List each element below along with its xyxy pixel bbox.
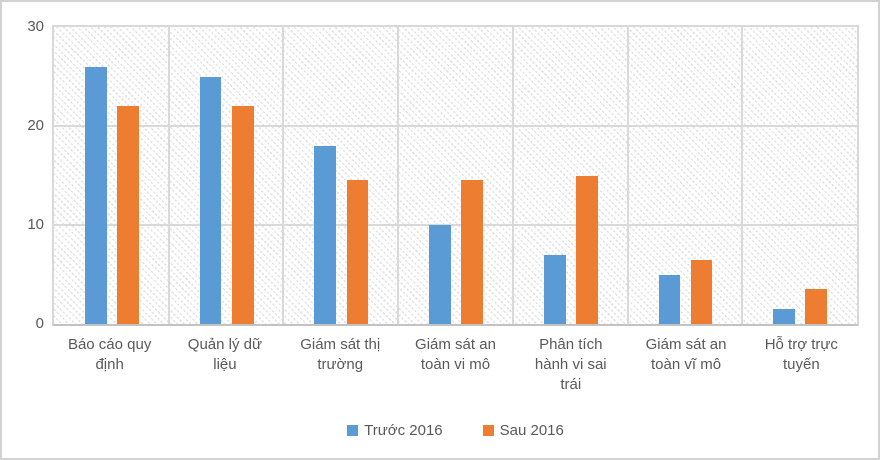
- gridline-vertical: [282, 27, 285, 324]
- x-axis: Báo cáo quy định Quản lý dữ liệu Giám sát …: [52, 335, 859, 395]
- legend-label-sau-2016: Sau 2016: [499, 422, 564, 439]
- x-category-cell-5: Phân tích hành vi sai trái: [513, 335, 628, 395]
- bar-series2-cat2: [231, 106, 254, 324]
- x-category-label: Giám sát thị trường: [300, 336, 381, 373]
- x-category-label: Giám sát an toàn vi mô: [415, 336, 496, 373]
- x-category-cell-4: Giám sát an toàn vi mô: [398, 335, 513, 395]
- x-category-cell-3: Giám sát thị trường: [283, 335, 398, 395]
- bar-series1-cat4: [429, 225, 451, 324]
- bar-series2-cat6: [690, 259, 713, 324]
- x-category-label: Báo cáo quy định: [67, 336, 152, 373]
- x-category-label: Quản lý dữ liệu: [187, 336, 263, 373]
- plot-area: [52, 25, 859, 326]
- gridline-vertical: [741, 27, 744, 324]
- gridline-vertical: [626, 27, 629, 324]
- x-category-label: Phân tích hành vi sai trái: [534, 336, 607, 393]
- bar-series2-cat5: [575, 175, 598, 324]
- bar-series2-cat3: [346, 180, 369, 324]
- bar-series2-cat7: [805, 289, 828, 324]
- x-category-cell-6: Giám sát an toàn vĩ mô: [628, 335, 743, 395]
- legend-label-truoc-2016: Trước 2016: [364, 422, 443, 439]
- bar-series2-cat1: [117, 106, 139, 324]
- y-axis: 0 10 20 30: [2, 2, 44, 458]
- legend: Trước 2016 Sau 2016: [52, 422, 859, 439]
- gridline-vertical: [167, 27, 170, 324]
- bar-series1-cat1: [84, 66, 107, 324]
- bar-series1-cat5: [543, 254, 566, 324]
- gridline-vertical: [511, 27, 514, 324]
- gridline-horizontal: [54, 125, 857, 128]
- legend-swatch-sau-2016-icon: [482, 425, 494, 436]
- bar-series2-cat4: [461, 180, 484, 324]
- legend-item-sau-2016: Sau 2016: [482, 422, 564, 439]
- bar-series1-cat3: [314, 145, 337, 324]
- y-tick-label-10: 10: [27, 216, 44, 233]
- x-category-cell-7: Hỗ trợ trực tuyến: [744, 335, 859, 395]
- bar-series1-cat2: [199, 76, 222, 324]
- y-tick-label-30: 30: [27, 18, 44, 35]
- legend-swatch-truoc-2016-icon: [347, 425, 359, 436]
- y-tick-label-0: 0: [35, 315, 44, 332]
- x-category-label: Giám sát an toàn vĩ mô: [645, 336, 727, 373]
- gridline-vertical: [397, 27, 400, 324]
- y-tick-label-20: 20: [27, 117, 44, 134]
- x-category-cell-1: Báo cáo quy định: [52, 335, 167, 395]
- bar-series1-cat6: [658, 274, 681, 324]
- x-category-label: Hỗ trợ trực tuyến: [764, 336, 838, 373]
- x-category-cell-2: Quản lý dữ liệu: [167, 335, 282, 395]
- bar-series1-cat7: [773, 309, 796, 324]
- legend-item-truoc-2016: Trước 2016: [347, 422, 443, 439]
- gridline-horizontal: [54, 224, 857, 227]
